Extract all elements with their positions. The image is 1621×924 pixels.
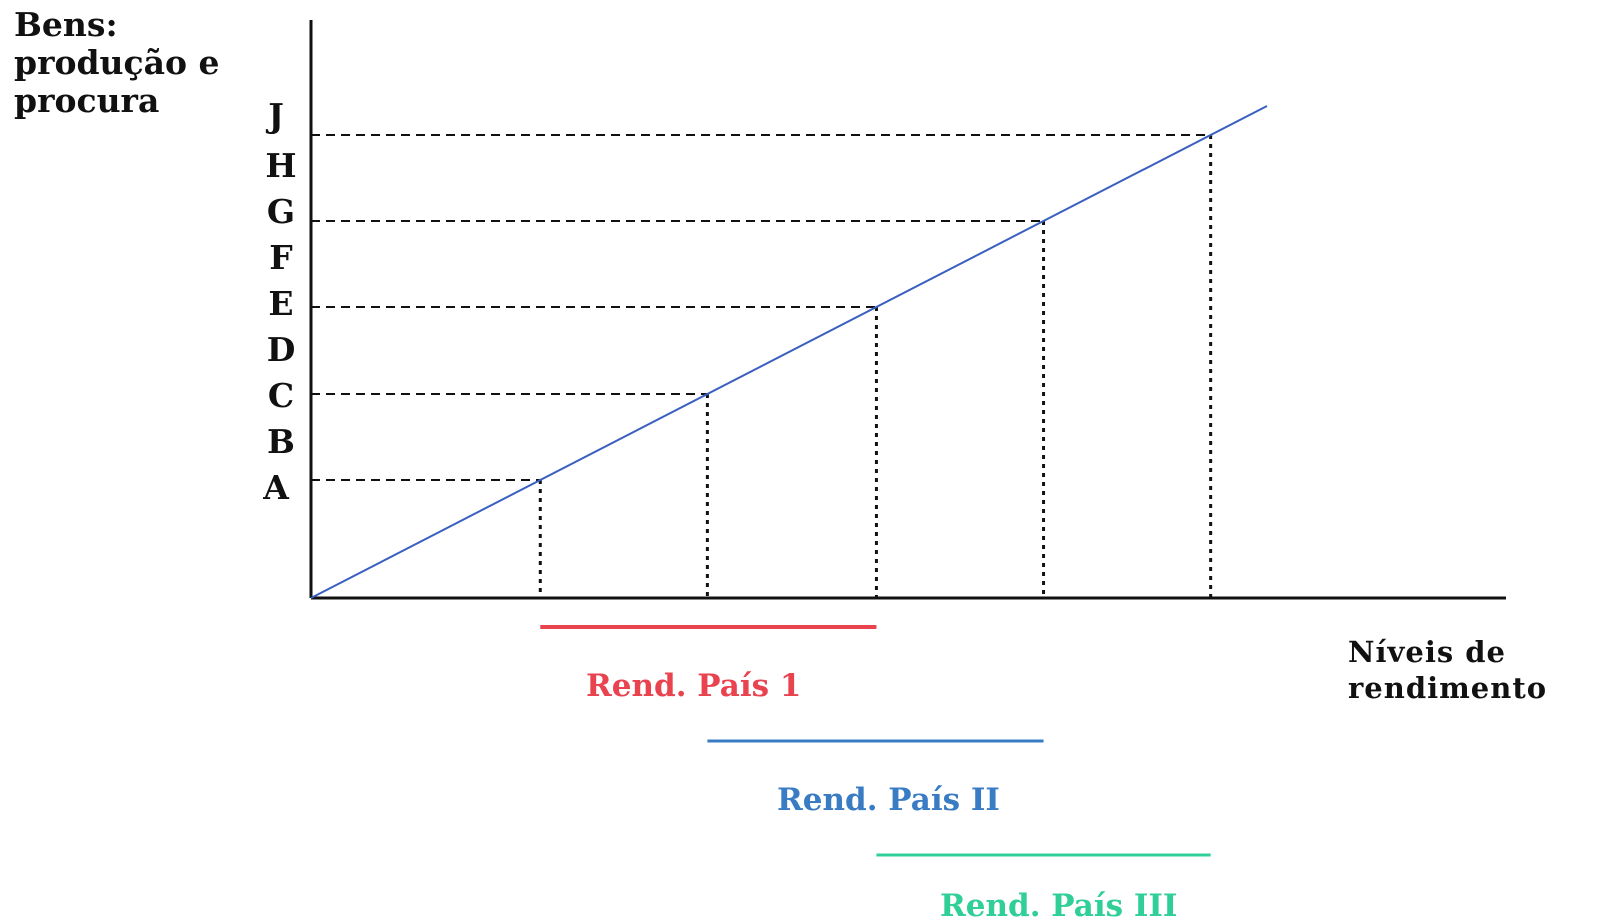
y-tick-label: C <box>267 376 295 415</box>
country-3-label: Rend. País III <box>940 888 1178 924</box>
y-axis-label-line-1: Bens: <box>14 5 118 44</box>
x-axis-label: Níveis de rendimento <box>1348 634 1547 706</box>
y-tick-label: E <box>268 284 294 323</box>
y-tick-label: B <box>267 422 295 461</box>
y-axis-label-line-2: produção e <box>14 43 220 82</box>
y-tick-label: J <box>268 96 284 135</box>
y-tick-label: H <box>265 146 297 185</box>
y-axis-label: Bens: produção e procura <box>14 6 220 120</box>
dashed-guides <box>311 134 1213 598</box>
y-tick-label: G <box>266 192 296 231</box>
y-tick-label: F <box>269 238 293 277</box>
country-income-bars <box>540 625 1211 857</box>
y-tick-label: D <box>266 330 296 369</box>
country-2-label: Rend. País II <box>777 782 1000 818</box>
x-axis-label-line-1: Níveis de <box>1348 635 1506 669</box>
y-tick-label: A <box>263 468 289 507</box>
country-1-label: Rend. País 1 <box>586 668 802 704</box>
production-demand-line <box>310 105 1268 599</box>
x-axis-label-line-2: rendimento <box>1348 671 1548 705</box>
y-axis-label-line-3: procura <box>14 81 160 120</box>
